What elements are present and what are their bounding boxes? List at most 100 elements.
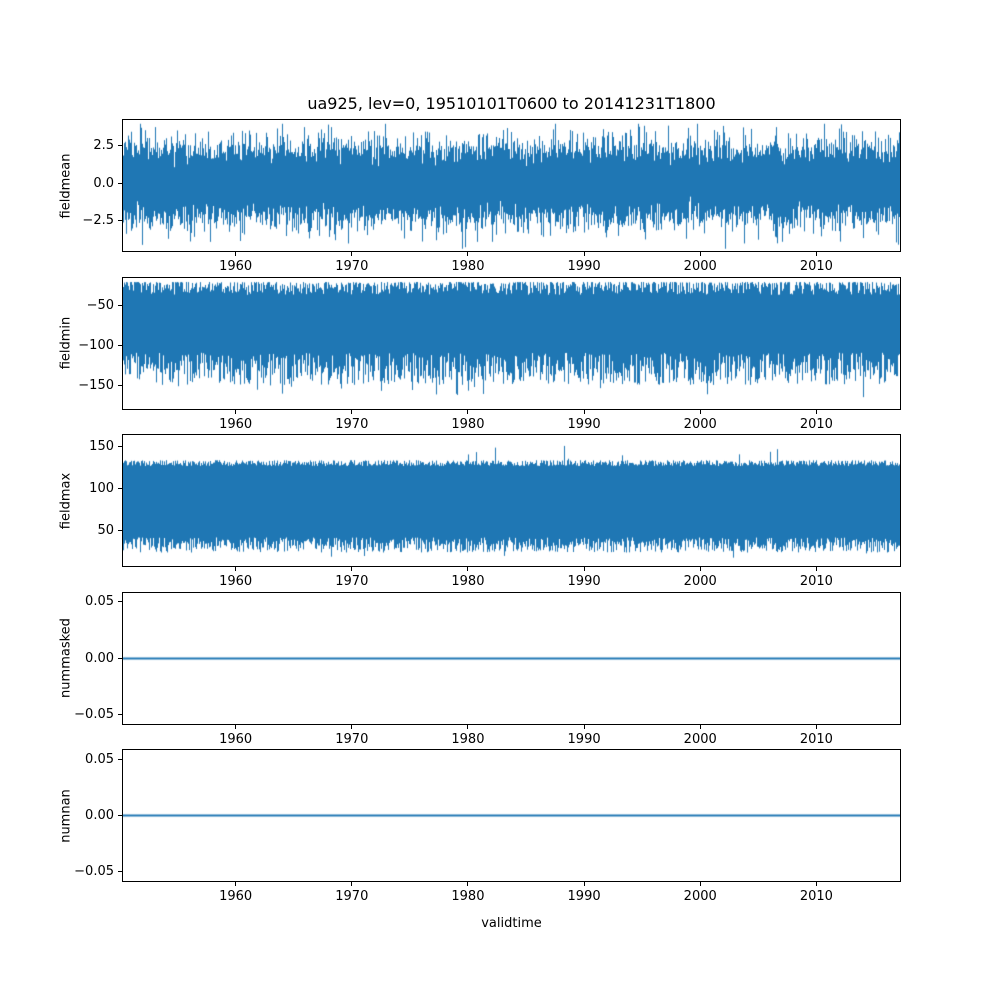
x-tick-mark [351,252,353,256]
plot-area-fieldmean [122,119,901,252]
x-tick-label: 1980 [451,259,485,274]
x-tick-mark [583,409,585,414]
x-tick-label: 2000 [683,731,717,747]
y-tick-label: 0.00 [85,650,114,666]
x-tick-label: 1960 [219,416,253,432]
x-tick-label: 1960 [219,889,253,904]
x-tick-mark [815,882,817,886]
x-tick-label: 1960 [219,259,253,274]
plot-area-nummasked [122,591,901,725]
y-tick-label: −0.05 [74,864,114,880]
y-tick-mark [118,446,122,448]
x-tick-label: 2010 [799,574,833,589]
x-tick-label: 1990 [567,259,601,274]
y-tick-label: 0.00 [85,808,114,823]
x-tick-label: 2000 [683,574,717,589]
y-tick-label: 0.05 [85,751,114,767]
y-tick-label: 2.5 [93,138,114,154]
x-tick-mark [235,724,237,729]
x-tick-label: 2010 [799,731,833,747]
x-tick-label: 1970 [335,416,369,432]
x-tick-mark [235,409,237,414]
x-tick-mark [583,252,585,256]
x-tick-label: 2000 [683,259,717,274]
y-axis-title-fieldmax: fieldmax [58,472,74,529]
x-tick-label: 1990 [567,574,601,589]
y-tick-label: −150 [78,378,114,394]
x-tick-label: 1980 [451,889,485,904]
x-tick-label: 1970 [335,889,369,904]
x-tick-mark [815,252,817,256]
y-tick-label: 0.0 [93,175,114,191]
x-tick-label: 1970 [335,259,369,274]
x-tick-mark [351,882,353,886]
x-tick-label: 2000 [683,889,717,904]
y-tick-mark [118,345,122,347]
y-tick-mark [118,182,122,184]
x-tick-label: 1980 [451,731,485,747]
y-tick-mark [118,530,122,532]
x-tick-mark [699,882,701,886]
y-tick-mark [118,601,122,603]
y-tick-label: 0.05 [85,594,114,610]
y-tick-mark [118,657,122,659]
x-tick-label: 2010 [799,259,833,274]
x-tick-label: 1970 [335,574,369,589]
x-tick-mark [467,567,469,571]
y-tick-mark [118,758,122,760]
x-tick-label: 1980 [451,416,485,432]
x-tick-mark [235,882,237,886]
y-tick-label: −50 [86,298,114,314]
y-tick-mark [118,305,122,307]
y-tick-label: −0.05 [74,706,114,722]
y-tick-mark [118,488,122,490]
x-tick-label: 2000 [683,416,717,432]
x-tick-mark [351,567,353,571]
y-tick-label: 150 [89,439,114,455]
y-tick-mark [118,145,122,147]
plot-area-numnan [122,749,901,882]
x-tick-mark [699,252,701,256]
x-tick-label: 1990 [567,889,601,904]
y-tick-label: −2.5 [82,213,114,229]
x-tick-mark [351,409,353,414]
x-tick-mark [467,409,469,414]
x-tick-mark [467,252,469,256]
x-tick-label: 2010 [799,416,833,432]
x-tick-label: 1960 [219,731,253,747]
y-tick-mark [118,385,122,387]
y-tick-label: 50 [97,523,114,539]
y-tick-label: 100 [89,481,114,497]
x-tick-mark [235,252,237,256]
x-tick-mark [583,567,585,571]
x-tick-mark [815,724,817,729]
y-tick-mark [118,220,122,222]
chart-title: ua925, lev=0, 19510101T0600 to 20141231T… [307,94,716,113]
x-tick-mark [467,882,469,886]
x-tick-label: 2010 [799,889,833,904]
x-tick-mark [467,724,469,729]
y-tick-mark [118,815,122,816]
x-tick-label: 1990 [567,731,601,747]
x-tick-label: 1960 [219,574,253,589]
x-tick-label: 1970 [335,731,369,747]
x-tick-mark [815,409,817,414]
x-axis-label: validtime [481,916,542,931]
x-tick-mark [815,567,817,571]
x-tick-mark [699,724,701,729]
y-tick-mark [118,871,122,873]
y-tick-mark [118,713,122,715]
x-tick-mark [699,409,701,414]
x-tick-label: 1990 [567,416,601,432]
x-tick-label: 1980 [451,574,485,589]
x-tick-mark [235,567,237,571]
plot-area-fieldmin [122,276,901,410]
x-tick-mark [583,882,585,886]
x-tick-mark [351,724,353,729]
plot-area-fieldmax [122,434,901,567]
y-tick-label: −100 [78,338,114,354]
x-tick-mark [699,567,701,571]
x-tick-mark [583,724,585,729]
